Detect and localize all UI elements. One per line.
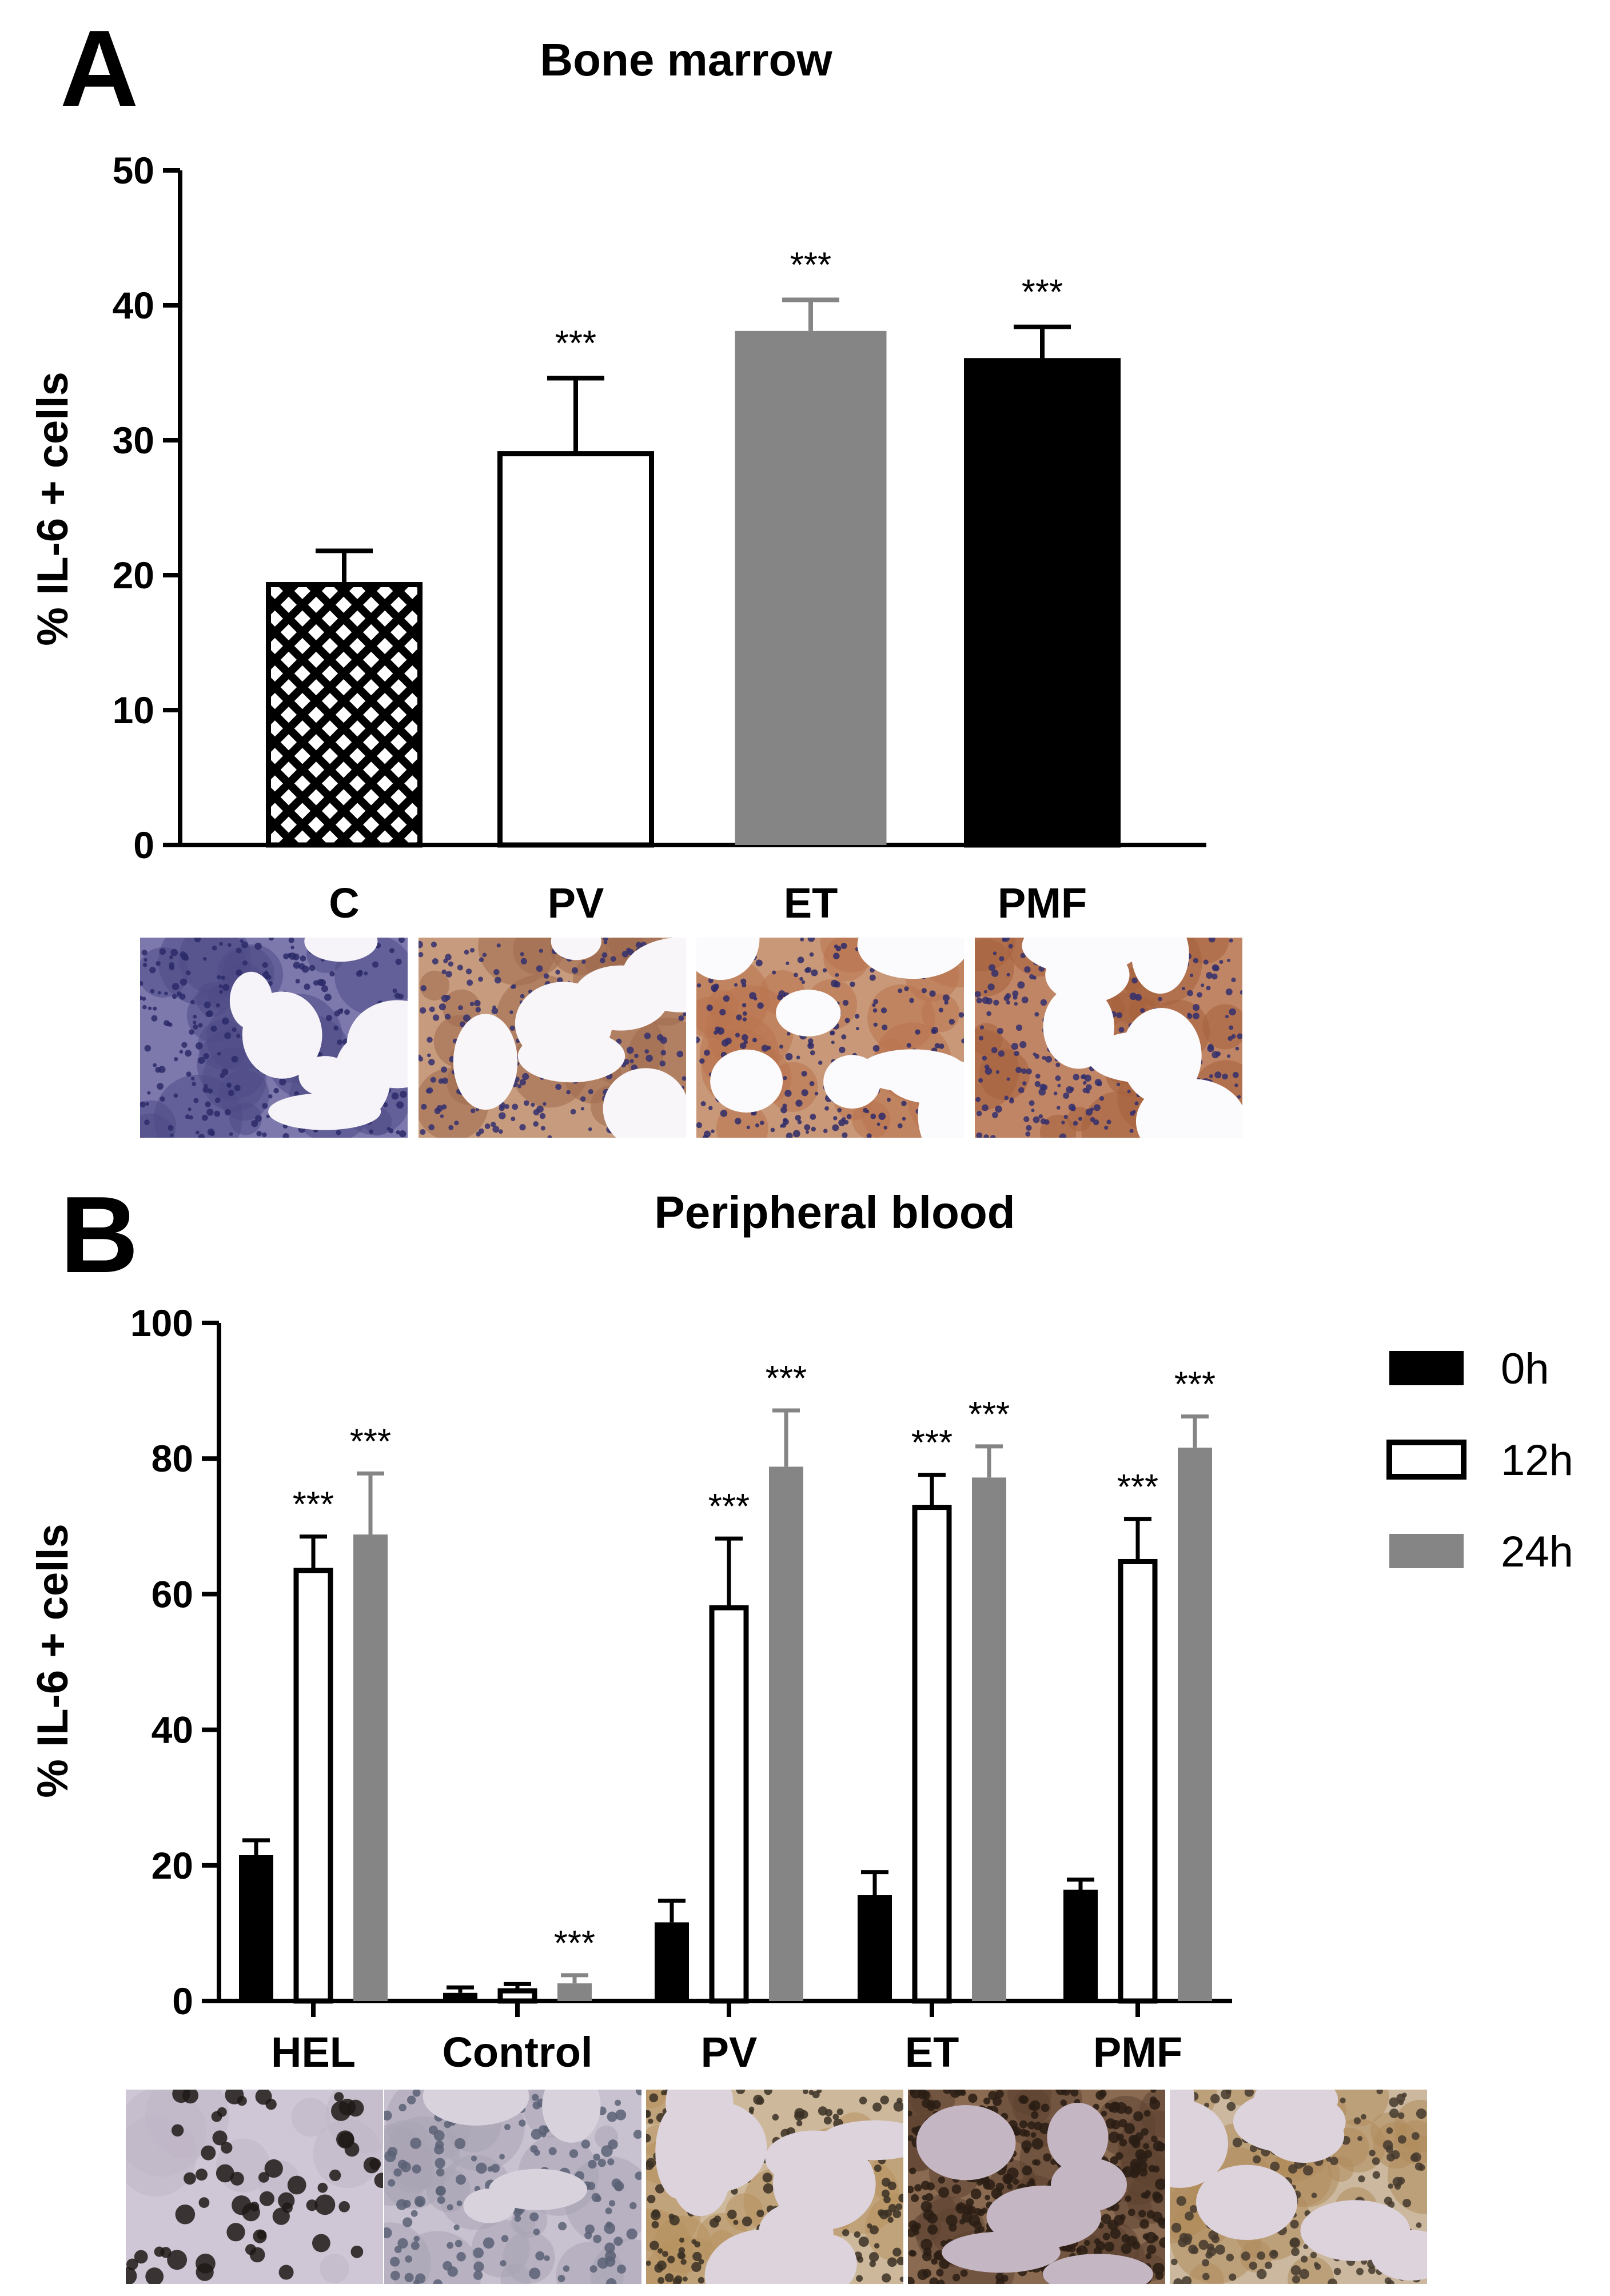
chart-b-category-label: PV: [701, 2028, 758, 2076]
bone-marrow-micrographs: [140, 938, 1242, 1138]
chart-b-significance-marker: ***: [1117, 1468, 1158, 1507]
chart-b-y-tick-label: 100: [130, 1302, 193, 1344]
chart-a-bar-et: [735, 330, 887, 845]
chart-b-category-label: HEL: [271, 2028, 356, 2076]
legend-swatch-24h: [1389, 1534, 1464, 1568]
chart-b-y-axis-label: % IL-6 + cells: [29, 1524, 77, 1797]
chart-b-significance-marker: ***: [766, 1359, 807, 1398]
panel-a-letter: A: [60, 8, 138, 129]
bone-marrow-c-micrograph-icon: [140, 938, 408, 1138]
chart-b-category-label: PMF: [1093, 2028, 1182, 2076]
chart-b-y-tick-label: 40: [152, 1709, 193, 1751]
chart-b-bar-pv-0h: [655, 1922, 689, 2001]
panel-b-letter: B: [60, 1174, 138, 1296]
chart-a-category-label: ET: [784, 879, 838, 927]
chart-a-bar-c: [266, 582, 423, 848]
chart-a-y-axis-label: % IL-6 + cells: [29, 372, 77, 645]
peripheral-blood-pv-micrograph-icon: [646, 2090, 903, 2284]
chart-a-y-tick-label: 0: [133, 824, 154, 866]
legend-label-0h: 0h: [1501, 1345, 1549, 1393]
panel-a-title: Bone marrow: [540, 34, 832, 85]
panel-b-title: Peripheral blood: [654, 1187, 1015, 1238]
chart-b-y-tick-label: 20: [152, 1844, 193, 1887]
chart-b-bar-control-12h: [497, 1988, 537, 2004]
peripheral-blood-chart: % IL-6 + cells 0 20 40 60 80 100 HEL *** *** Cont…: [29, 1302, 1232, 2076]
chart-a-y-tick-label: 40: [113, 284, 154, 326]
bone-marrow-pv-micrograph-icon: [419, 938, 686, 1138]
chart-b-bar-hel-12h: [293, 1568, 333, 2004]
chart-b-significance-marker: ***: [350, 1422, 391, 1461]
chart-b-bar-pmf-12h: [1118, 1558, 1158, 2004]
bone-marrow-chart: % IL-6 + cells 0 10 20 30 40 50 C PV *** ET *** PMF…: [29, 149, 1206, 927]
chart-a-y-tick-label: 50: [113, 149, 154, 192]
chart-b-category-label: ET: [905, 2028, 959, 2076]
chart-a-bar-pv: [497, 451, 654, 848]
chart-b-bar-pv-12h: [709, 1605, 749, 2004]
peripheral-blood-et-micrograph-icon: [908, 2090, 1165, 2284]
chart-a-category-label: PV: [548, 879, 604, 927]
chart-b-bar-et-24h: [972, 1477, 1006, 2001]
chart-a-significance-marker: ***: [790, 246, 831, 285]
chart-b-significance-marker: ***: [911, 1424, 953, 1463]
chart-a-y-tick-label: 20: [113, 554, 154, 596]
chart-b-bar-control-24h: [557, 1983, 592, 2001]
chart-a-y-tick-label: 10: [113, 689, 154, 731]
chart-a-y-tick-label: 30: [113, 419, 154, 461]
chart-b-significance-marker: ***: [1174, 1365, 1216, 1405]
peripheral-blood-micrographs: [126, 2090, 1427, 2284]
chart-a-category-label: C: [329, 879, 359, 927]
chart-a-category-label: PMF: [998, 879, 1087, 927]
legend-label-12h: 12h: [1501, 1436, 1573, 1485]
chart-a-significance-marker: ***: [555, 324, 596, 363]
chart-b-significance-marker: ***: [708, 1487, 750, 1526]
peripheral-blood-control-micrograph-icon: [384, 2090, 641, 2284]
chart-b-bar-et-0h: [858, 1895, 892, 2001]
legend-swatch-0h: [1389, 1351, 1464, 1385]
chart-a-bar-pmf: [964, 358, 1121, 848]
chart-b-significance-marker: ***: [969, 1395, 1010, 1434]
chart-b-bar-pv-24h: [769, 1466, 803, 2001]
chart-b-significance-marker: ***: [293, 1485, 334, 1525]
chart-b-y-tick-label: 80: [152, 1437, 193, 1480]
chart-b-bar-hel-0h: [239, 1855, 273, 2001]
bone-marrow-et-micrograph-icon: [696, 938, 964, 1138]
peripheral-blood-legend: 0h 12h 24h: [1386, 1345, 1573, 1576]
bone-marrow-pmf-micrograph-icon: [975, 938, 1242, 1138]
chart-b-y-tick-label: 60: [152, 1573, 193, 1615]
chart-b-category-label: Control: [442, 2028, 592, 2076]
chart-a-significance-marker: ***: [1022, 273, 1063, 312]
chart-b-bar-pmf-24h: [1178, 1448, 1212, 2001]
legend-label-24h: 24h: [1501, 1528, 1573, 1576]
chart-b-y-tick-label: 0: [172, 1980, 193, 2022]
chart-b-bar-pmf-0h: [1063, 1890, 1098, 2001]
chart-b-bar-hel-24h: [353, 1534, 388, 2001]
chart-b-bar-control-0h: [443, 1992, 477, 2001]
legend-swatch-12h: [1386, 1440, 1466, 1480]
chart-b-bar-et-12h: [912, 1505, 952, 2004]
peripheral-blood-pmf-micrograph-icon: [1170, 2090, 1427, 2284]
peripheral-blood-hel-micrograph-icon: [126, 2090, 383, 2284]
chart-b-significance-marker: ***: [554, 1924, 595, 1963]
